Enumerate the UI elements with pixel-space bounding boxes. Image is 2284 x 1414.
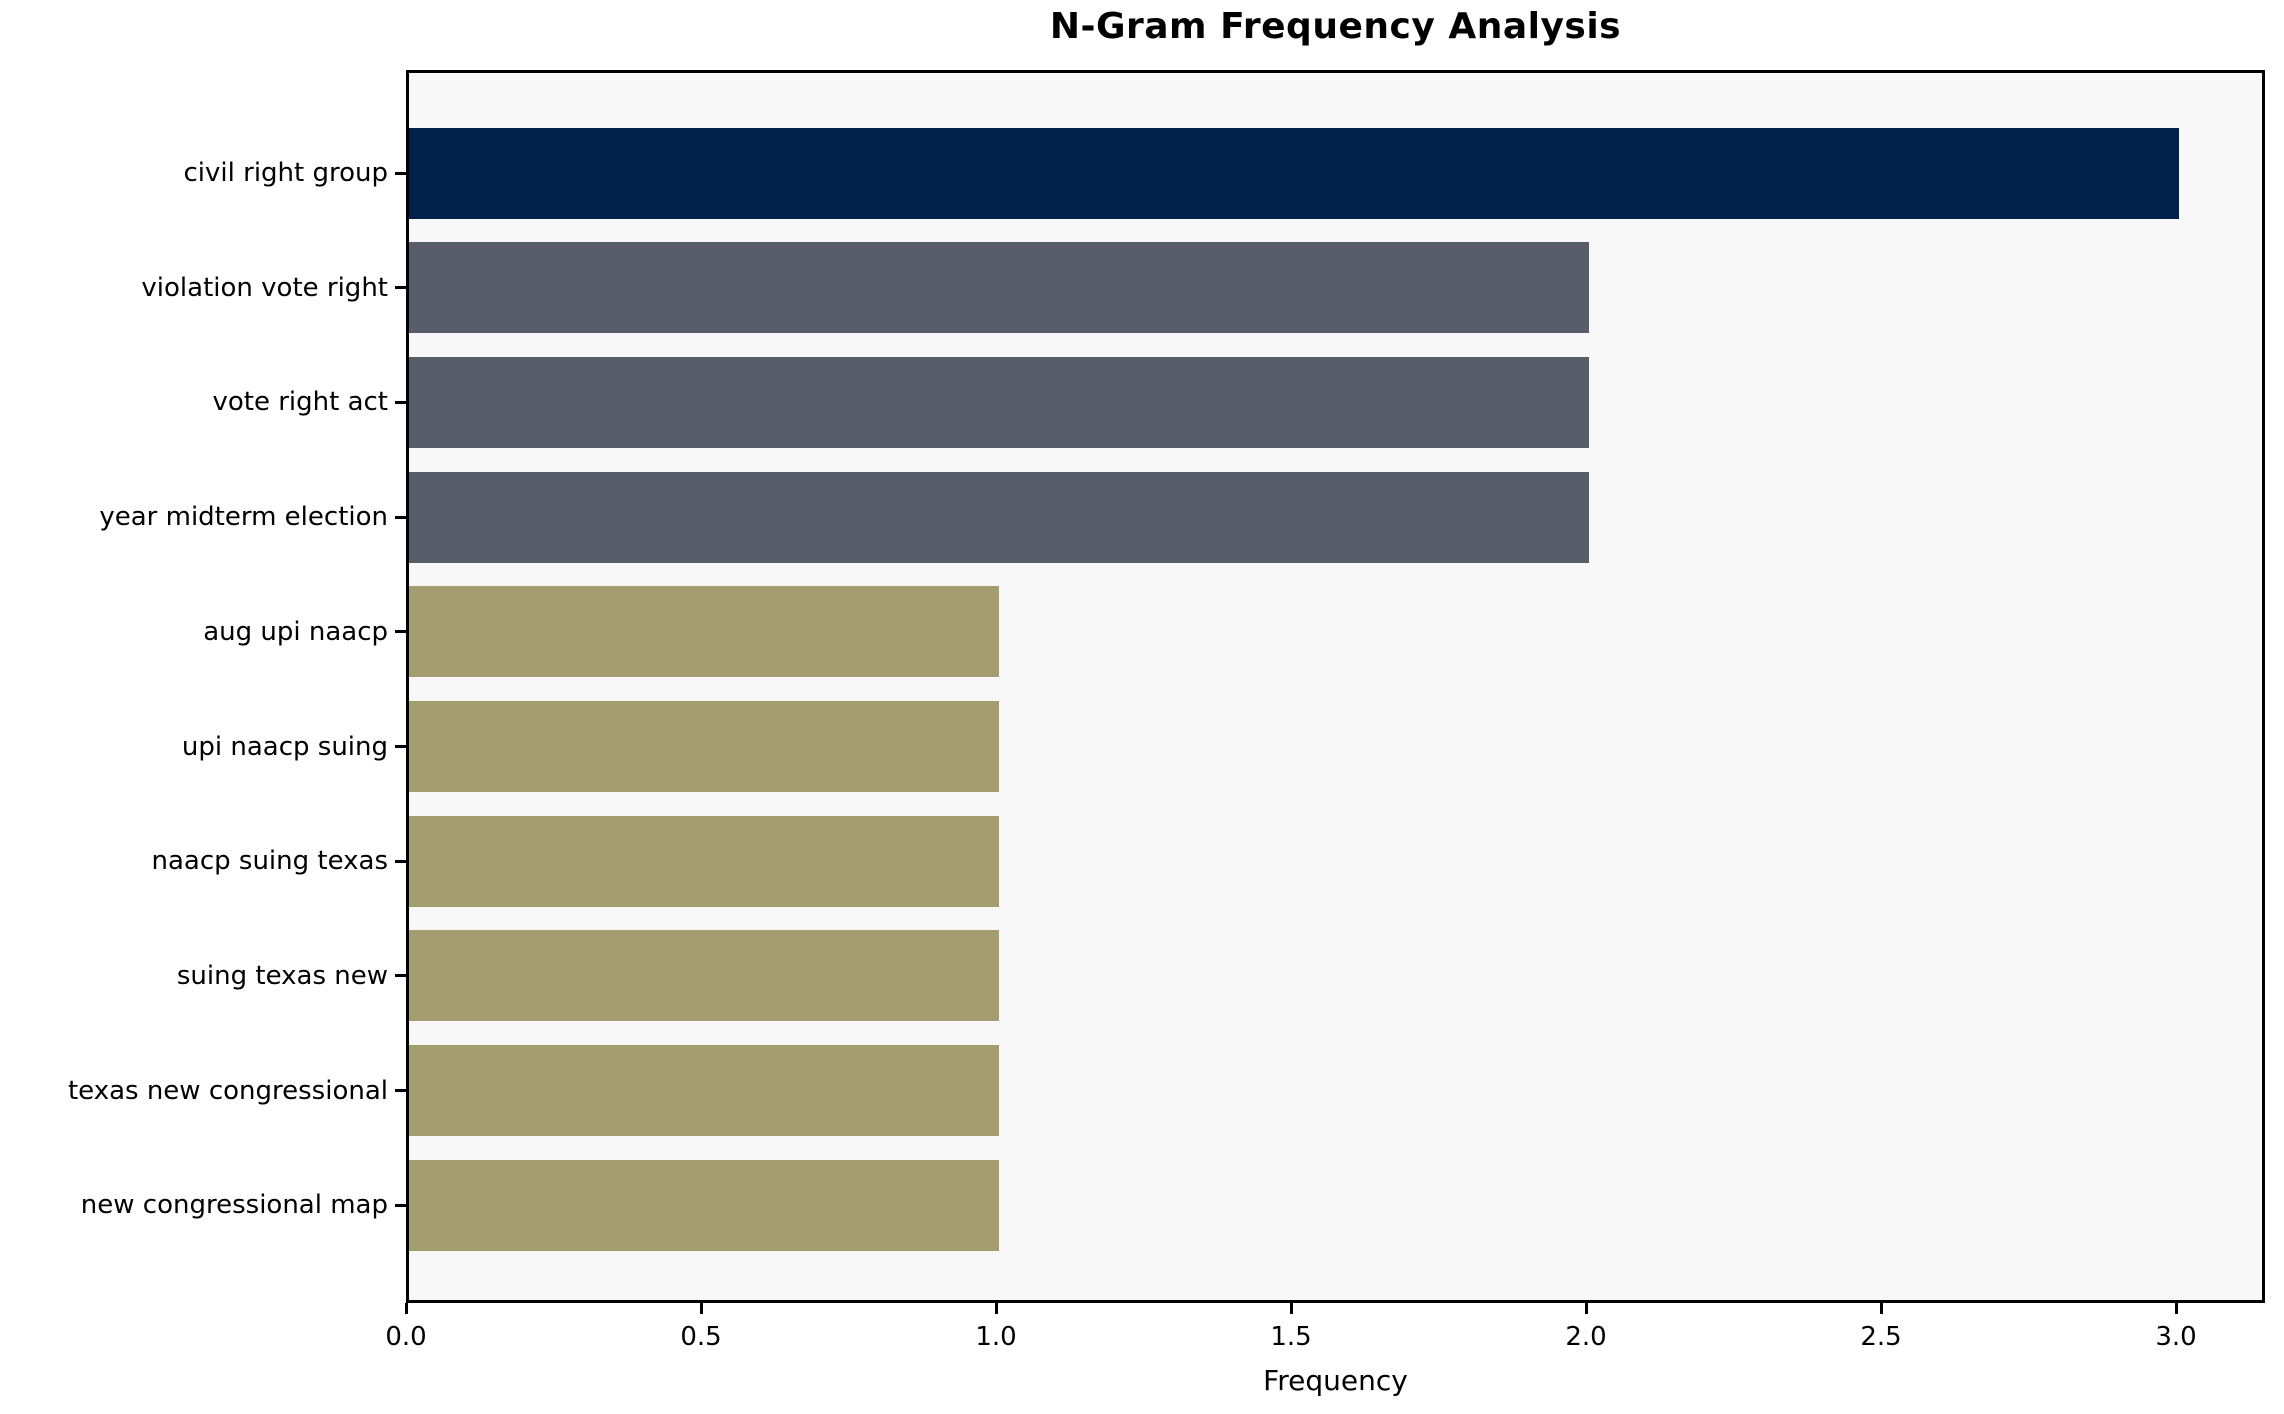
y-tick-label: vote right act	[212, 387, 388, 418]
y-tick-mark	[395, 859, 406, 863]
x-tick-label: 1.5	[1270, 1322, 1312, 1352]
x-tick-mark	[994, 1303, 998, 1314]
x-tick-mark	[1879, 1303, 1883, 1314]
bar-civil-right-group	[409, 127, 2179, 219]
y-tick-mark	[395, 515, 406, 519]
y-tick-mark	[395, 974, 406, 978]
y-tick-mark	[395, 171, 406, 175]
x-tick-label: 0.0	[385, 1322, 427, 1352]
y-tick-mark	[395, 1089, 406, 1093]
y-tick-mark	[395, 286, 406, 290]
y-tick-label: violation vote right	[141, 272, 388, 303]
bar-year-midterm-election	[409, 471, 1589, 563]
y-tick-label: new congressional map	[80, 1190, 388, 1221]
x-tick-label: 2.0	[1565, 1322, 1607, 1352]
x-tick-label: 2.5	[1860, 1322, 1902, 1352]
x-tick-mark	[1584, 1303, 1588, 1314]
y-tick-mark	[395, 400, 406, 404]
y-tick-mark	[395, 630, 406, 634]
x-tick-label: 1.0	[975, 1322, 1017, 1352]
y-tick-label: year midterm election	[99, 502, 388, 533]
bar-new-congressional-map	[409, 1159, 999, 1251]
y-tick-mark	[395, 745, 406, 748]
x-tick-label: 3.0	[2155, 1322, 2197, 1352]
x-tick-mark	[699, 1303, 703, 1314]
bar-vote-right-act	[409, 356, 1589, 448]
bars-layer	[409, 73, 2262, 1300]
bar-aug-upi-naacp	[409, 586, 999, 678]
y-tick-label: civil right group	[183, 158, 388, 188]
bar-suing-texas-new	[409, 930, 999, 1022]
x-tick-mark	[1289, 1303, 1293, 1314]
y-tick-label: texas new congressional	[67, 1075, 388, 1106]
bar-violation-vote-right	[409, 242, 1589, 334]
plot-area	[406, 70, 2265, 1303]
y-tick-mark	[395, 1203, 406, 1207]
y-tick-label: suing texas new	[176, 960, 388, 991]
y-tick-label: naacp suing texas	[151, 846, 388, 877]
chart-title: N-Gram Frequency Analysis	[1049, 6, 1622, 47]
y-tick-label: upi naacp suing	[181, 731, 388, 762]
x-axis-label: Frequency	[1263, 1364, 1408, 1397]
x-tick-mark	[404, 1303, 408, 1314]
bar-naacp-suing-texas	[409, 815, 999, 907]
y-tick-label: aug upi naacp	[203, 616, 388, 647]
x-tick-label: 0.5	[680, 1322, 722, 1352]
x-tick-mark	[2174, 1303, 2178, 1314]
bar-upi-naacp-suing	[409, 701, 999, 792]
bar-texas-new-congressional	[409, 1045, 999, 1137]
